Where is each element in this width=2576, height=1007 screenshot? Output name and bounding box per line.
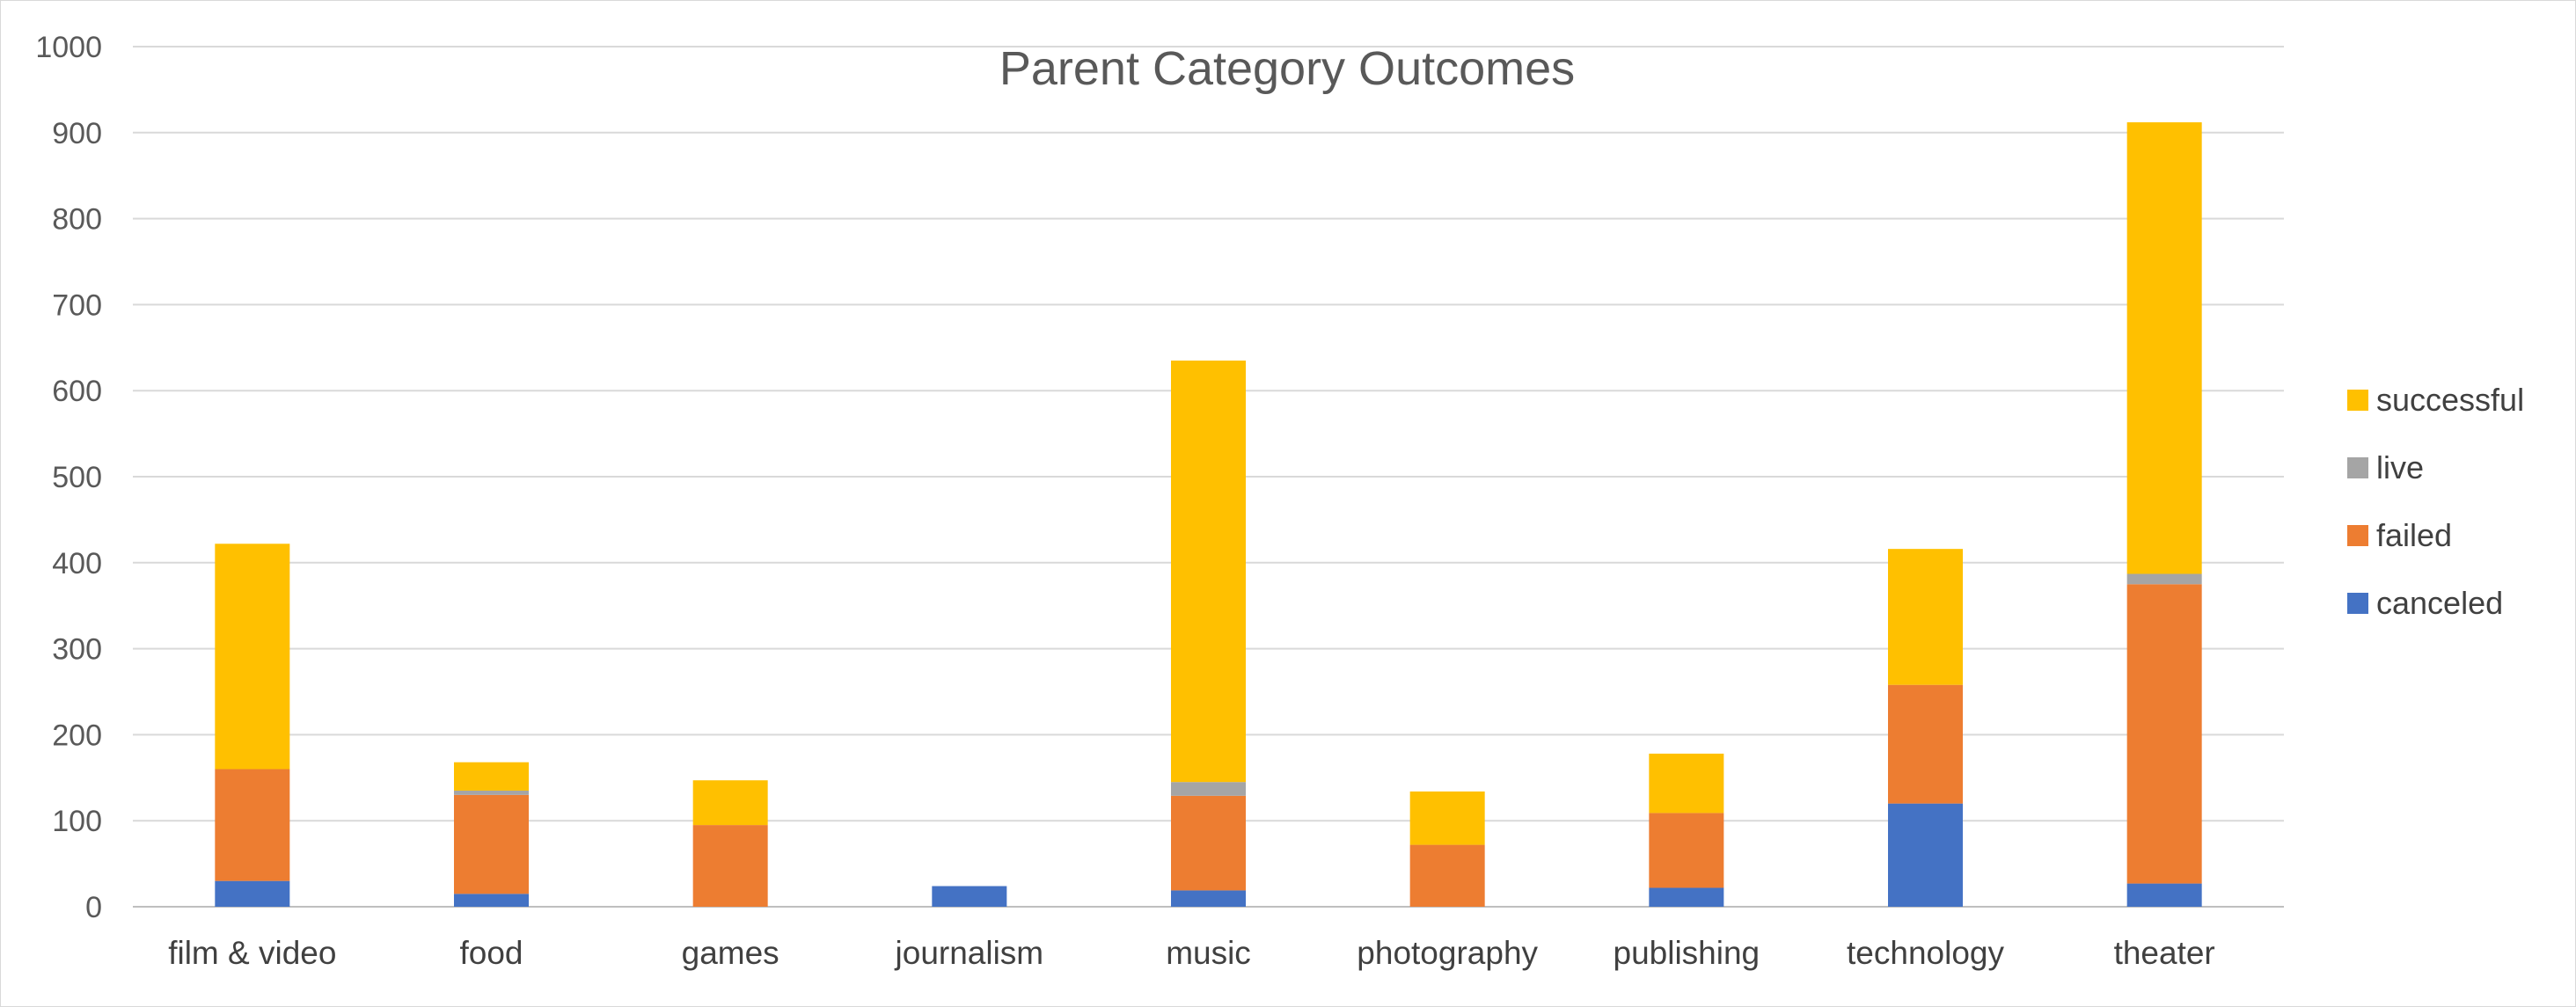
bar-segment-canceled — [454, 894, 529, 907]
bar-segment-live — [1171, 782, 1246, 796]
x-tick-label: games — [682, 935, 779, 971]
bars — [215, 122, 2202, 907]
x-tick-label: publishing — [1614, 935, 1760, 971]
bar-segment-successful — [1171, 360, 1246, 783]
legend-swatch-failed — [2347, 525, 2368, 546]
bar-segment-failed — [2126, 584, 2202, 884]
x-axis: film & video food games journalism music phot… — [168, 935, 2215, 971]
x-tick-label: food — [459, 935, 523, 971]
bar-segment-failed — [454, 794, 529, 894]
legend-label-canceled: canceled — [2376, 585, 2503, 621]
bar-segment-failed — [1171, 795, 1246, 891]
bar-segment-canceled — [2126, 883, 2202, 907]
y-tick-label: 800 — [52, 203, 102, 237]
legend-swatch-live — [2347, 457, 2368, 478]
y-tick-label: 400 — [52, 547, 102, 580]
bar-segment-live — [2126, 573, 2202, 585]
bar-segment-successful — [2126, 122, 2202, 574]
bar-segment-canceled — [215, 880, 290, 907]
bar-segment-successful — [1409, 791, 1485, 845]
legend-swatch-successful — [2347, 390, 2368, 411]
legend-label-live: live — [2376, 449, 2424, 485]
bar-segment-successful — [1888, 549, 1963, 685]
bar-segment-successful — [215, 544, 290, 770]
bar-segment-canceled — [1888, 803, 1963, 907]
y-axis: 0 100 200 300 400 500 600 700 800 900 1000 — [35, 31, 102, 924]
y-tick-label: 200 — [52, 719, 102, 752]
y-tick-label: 1000 — [35, 31, 102, 64]
y-tick-label: 300 — [52, 633, 102, 667]
y-tick-label: 600 — [52, 375, 102, 408]
bar-segment-successful — [454, 762, 529, 791]
bar-segment-failed — [215, 769, 290, 881]
bar-segment-successful — [692, 780, 768, 826]
y-tick-label: 500 — [52, 461, 102, 494]
y-tick-label: 900 — [52, 117, 102, 150]
legend: successful live failed canceled — [2347, 382, 2524, 621]
x-tick-label: music — [1166, 935, 1251, 971]
bar-segment-failed — [692, 825, 768, 907]
bar-segment-failed — [1409, 844, 1485, 907]
y-tick-label: 700 — [52, 288, 102, 322]
chart-title: Parent Category Outcomes — [999, 42, 1575, 95]
x-tick-label: photography — [1357, 935, 1538, 971]
bar-segment-canceled — [1171, 890, 1246, 907]
y-tick-label: 100 — [52, 805, 102, 838]
y-tick-label: 0 — [85, 891, 102, 924]
x-tick-label: technology — [1847, 935, 2004, 971]
bar-segment-failed — [1888, 684, 1963, 804]
legend-swatch-canceled — [2347, 593, 2368, 614]
legend-label-failed: failed — [2376, 517, 2452, 553]
bar-segment-canceled — [932, 886, 1007, 907]
bar-segment-successful — [1649, 753, 1724, 814]
legend-label-successful: successful — [2376, 382, 2524, 418]
x-tick-label: journalism — [895, 935, 1044, 971]
bar-segment-failed — [1649, 813, 1724, 888]
bar-segment-live — [454, 790, 529, 795]
x-tick-label: film & video — [168, 935, 336, 971]
x-tick-label: theater — [2114, 935, 2215, 971]
bar-segment-canceled — [1649, 887, 1724, 907]
